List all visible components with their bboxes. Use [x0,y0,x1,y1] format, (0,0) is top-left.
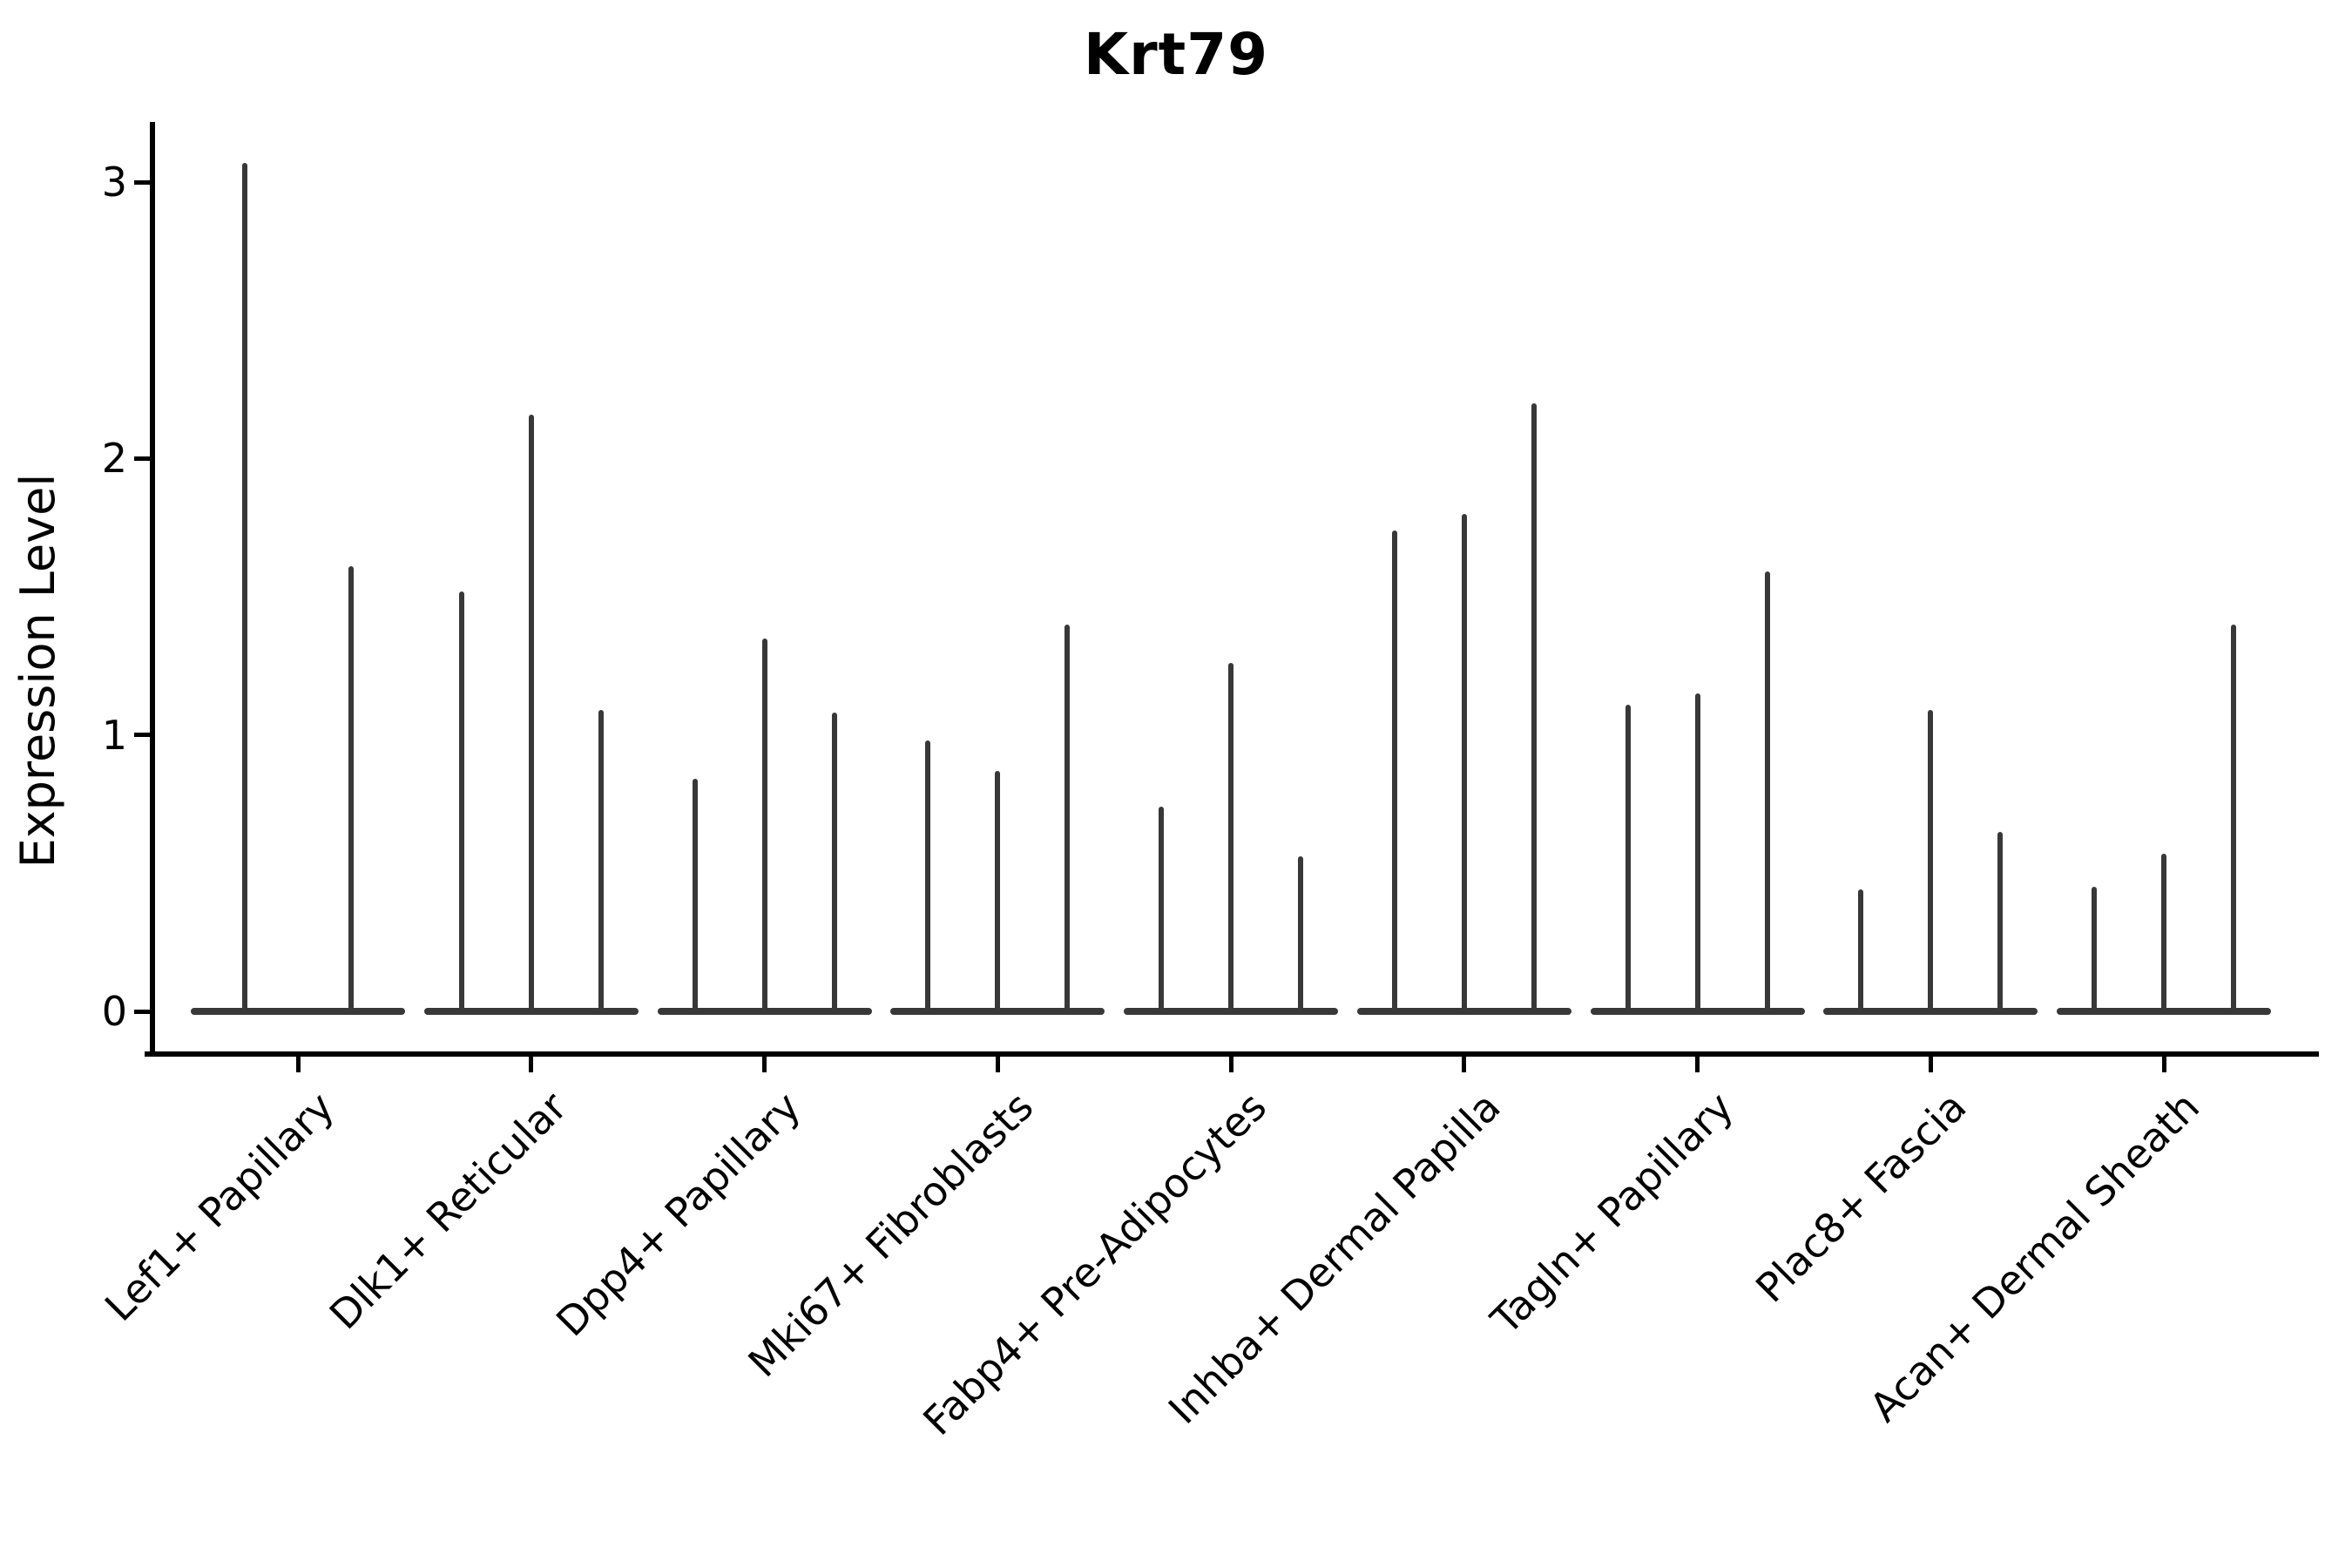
violin-spike [1391,530,1397,1014]
violin-spike [348,566,354,1014]
violin-spike [528,414,534,1014]
violin-base [191,1008,405,1015]
violin-spike [2231,624,2236,1014]
violin-spike [1625,704,1631,1014]
y-axis-label: Expression Level [10,473,65,868]
y-tick [134,1009,150,1014]
violin-spike [1531,402,1537,1014]
violin-spike [242,162,247,1014]
violin-spike [995,770,1001,1014]
violin-spike [598,710,604,1014]
y-tick-label: 0 [101,988,127,1035]
y-tick-label: 3 [101,159,127,206]
violin-spike [831,713,837,1014]
x-tick [529,1057,534,1072]
x-tick [295,1057,301,1072]
x-axis-spine [145,1051,2319,1057]
x-tick-label: Tagln+ Papillary [1481,1083,1742,1344]
violin-spike [761,638,767,1014]
x-tick-label: Dlk1+ Reticular [320,1083,577,1339]
x-tick [2161,1057,2166,1072]
y-tick [134,733,150,738]
x-tick [1695,1057,1700,1072]
y-tick [134,456,150,461]
violin-spike [458,591,464,1014]
x-tick-label: Lef1+ Papillary [95,1083,343,1331]
violin-spike [1064,624,1071,1014]
y-tick-label: 2 [101,435,127,483]
violin-spike [2161,854,2166,1014]
plot-title: Krt79 [1083,21,1269,88]
violin-spike [1764,571,1770,1014]
violin-spike [1694,693,1700,1014]
y-axis-spine [150,122,155,1057]
violin-spike [925,740,931,1014]
violin-spike [1997,831,2004,1014]
x-tick [1228,1057,1233,1072]
x-tick [1928,1057,1933,1072]
x-tick-label: Plac8+ Fascia [1747,1083,1976,1312]
y-tick-label: 1 [101,711,127,759]
x-tick [1462,1057,1467,1072]
violin-spike [1159,807,1164,1014]
violin-spike [1228,663,1233,1014]
y-tick [134,179,150,185]
x-tick [762,1057,767,1072]
violin-spike [692,779,698,1014]
violin-spike [1858,889,1864,1014]
violin-spike [1461,513,1467,1014]
violin-spike [1928,710,1934,1014]
violin-spike [1298,856,1303,1014]
x-tick-label: Dpp4+ Papillary [546,1083,809,1346]
x-tick [995,1057,1000,1072]
violin-spike [2092,887,2097,1014]
